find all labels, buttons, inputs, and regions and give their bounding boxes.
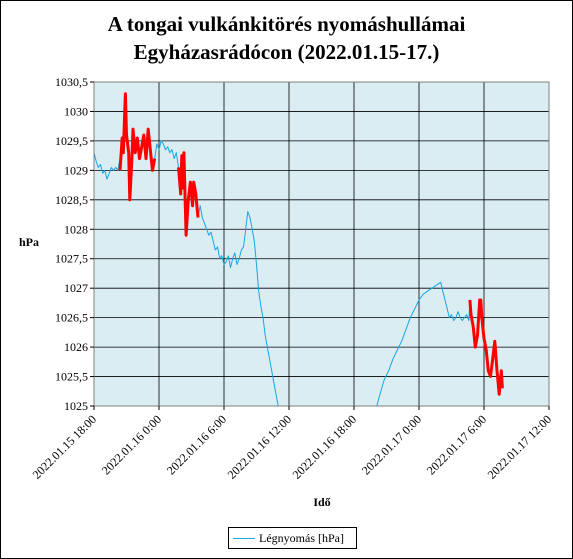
x-tick-label: 2022.01.16 18:00 — [290, 412, 360, 482]
y-tick-label: 1030 — [64, 104, 88, 118]
y-tick-label: 1029 — [64, 163, 88, 177]
x-tick-label: 2022.01.17 6:00 — [424, 412, 489, 477]
legend-swatch — [233, 537, 255, 539]
pressure-wave-highlight — [118, 92, 157, 202]
x-tick-label: 2022.01.16 0:00 — [99, 412, 164, 477]
chart-title: A tongai vulkánkitörés nyomáshullámai Eg… — [0, 10, 573, 66]
y-tick-label: 1025 — [64, 399, 88, 413]
chart-title-line-1: A tongai vulkánkitörés nyomáshullámai — [107, 12, 466, 36]
legend: Légnyomás [hPa] — [228, 527, 357, 549]
y-tick-label: 1025,5 — [55, 370, 88, 384]
pressure-wave-highlight — [468, 298, 504, 396]
y-tick-label: 1026,5 — [55, 311, 88, 325]
plot-area — [93, 81, 550, 407]
y-tick-label: 1029,5 — [55, 134, 88, 148]
x-tick-label: 2022.01.17 0:00 — [359, 412, 424, 477]
y-tick-label: 1030,5 — [55, 75, 88, 89]
legend-label: Légnyomás [hPa] — [259, 530, 344, 545]
x-tick-label: 2022.01.15 18:00 — [30, 412, 100, 482]
plot-border — [93, 81, 550, 407]
y-tick-label: 1027,5 — [55, 252, 88, 266]
y-tick-label: 1027 — [64, 281, 88, 295]
y-tick-label: 1028 — [64, 222, 88, 236]
x-tick-label: 2022.01.17 12:00 — [485, 412, 555, 482]
y-tick-label: 1026 — [64, 340, 88, 354]
x-tick-label: 2022.01.16 6:00 — [164, 412, 229, 477]
chart-title-line-2: Egyházasrádócon (2022.01.15-17.) — [133, 40, 440, 64]
x-tick-label: 2022.01.16 12:00 — [225, 412, 295, 482]
pressure-wave-highlight — [177, 151, 200, 237]
y-axis-title: hPa — [19, 235, 39, 249]
y-tick-label: 1028,5 — [55, 193, 88, 207]
x-axis-title: Idő — [313, 495, 330, 509]
